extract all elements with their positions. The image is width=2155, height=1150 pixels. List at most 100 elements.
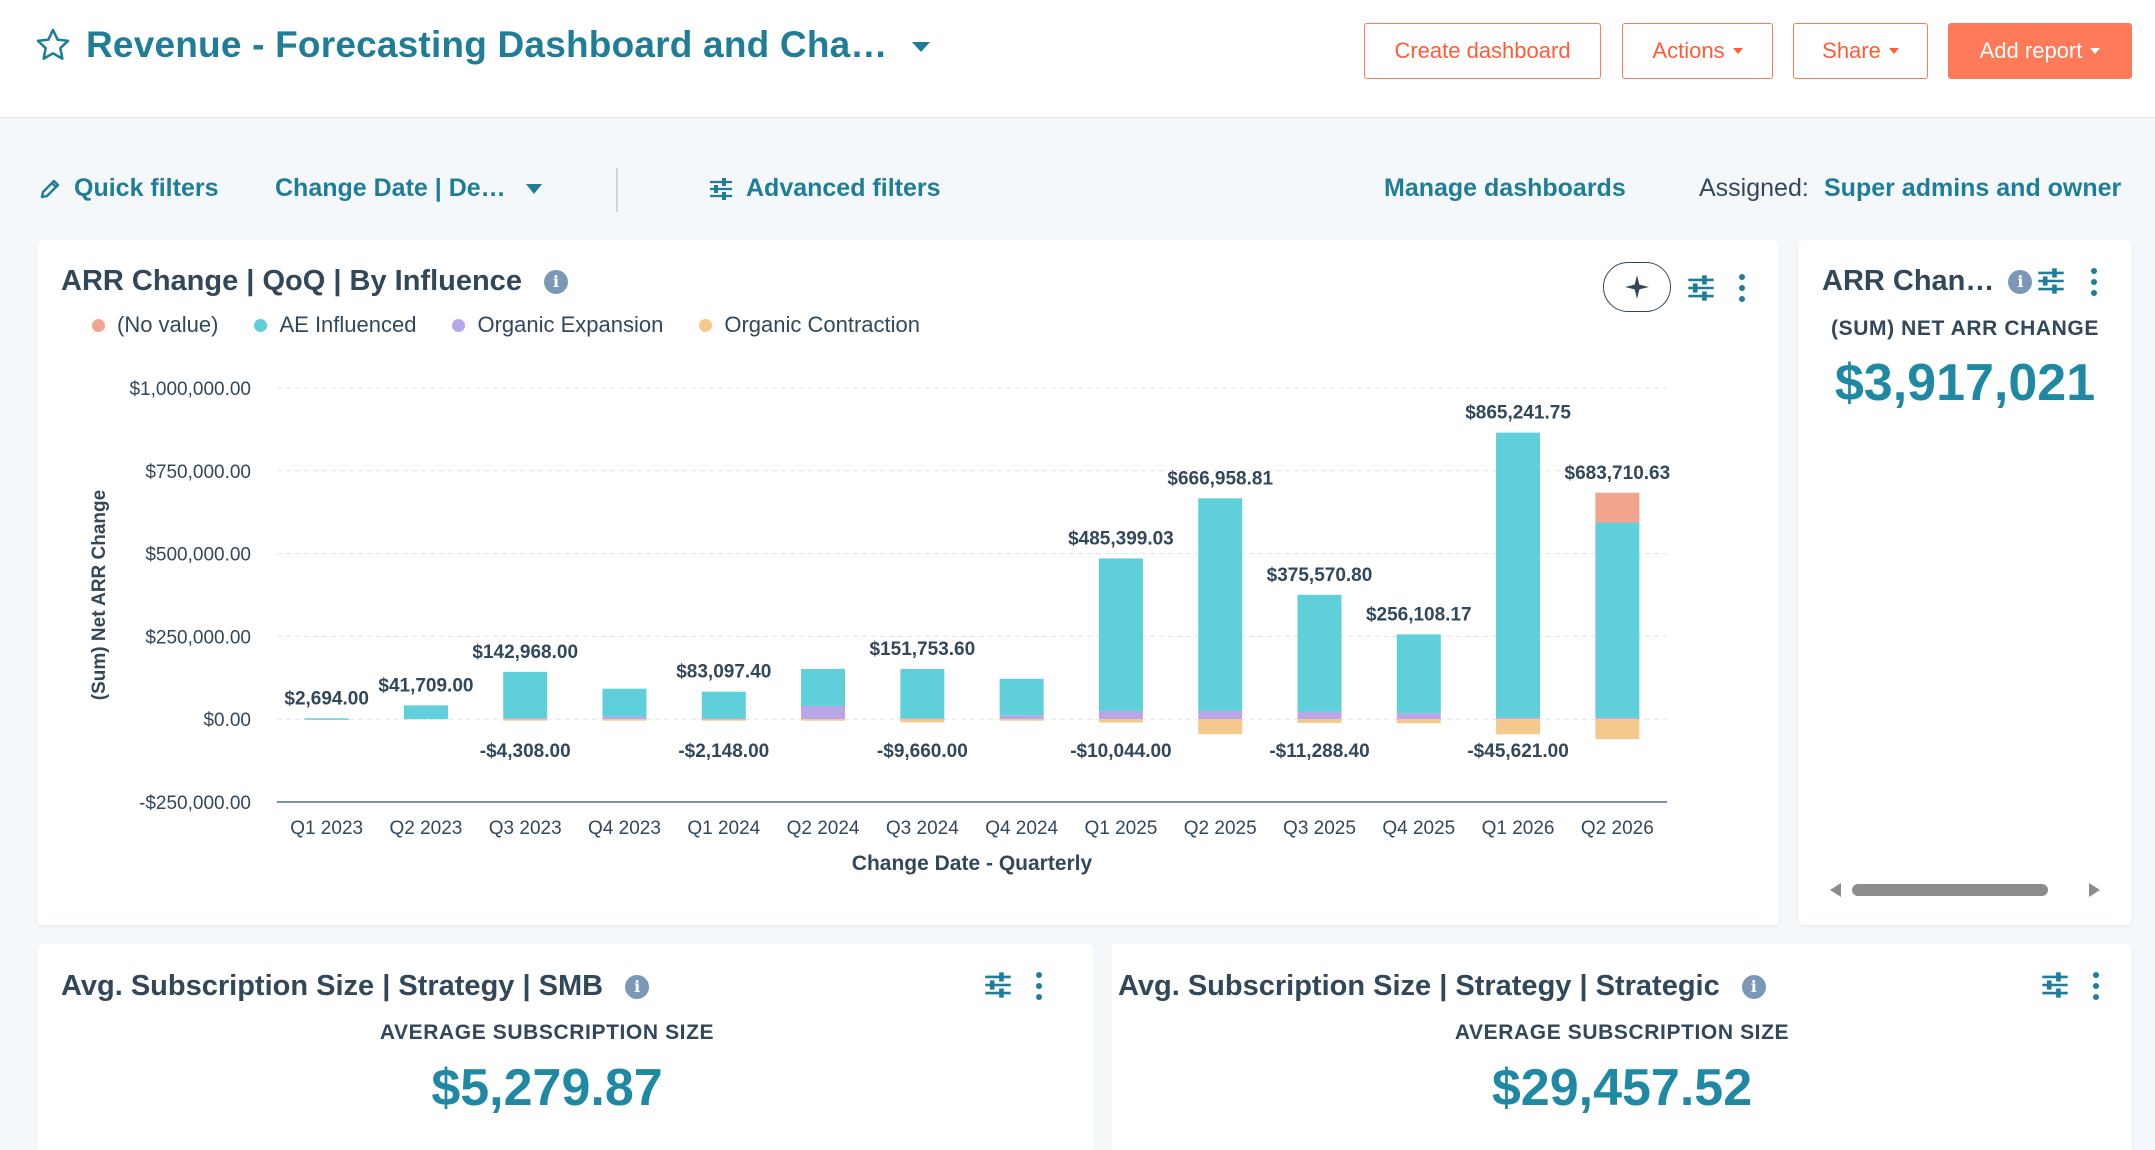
bar-segment	[1098, 710, 1143, 720]
report-filters-icon[interactable]	[983, 970, 1013, 1000]
bar-segment	[701, 691, 746, 719]
bar-total-label: $485,399.03	[1068, 528, 1174, 549]
bar-total-label: $683,710.63	[1565, 463, 1671, 484]
bar-segment	[403, 705, 448, 720]
strategic-report-title-text: Avg. Subscription Size | Strategy | Stra…	[1118, 970, 1720, 1002]
manage-dashboards-link[interactable]: Manage dashboards	[1384, 174, 1626, 203]
legend-swatch	[452, 318, 466, 332]
bar-negative-label: -$9,660.00	[877, 741, 968, 762]
smb-report-title: Avg. Subscription Size | Strategy | SMB …	[61, 970, 650, 1003]
manage-dashboards-label: Manage dashboards	[1384, 174, 1626, 202]
kpi-metric-value: $3,917,021	[1834, 354, 2096, 412]
strategic-report-title: Avg. Subscription Size | Strategy | Stra…	[1118, 970, 1766, 1003]
bar-total-label: $151,753.60	[870, 639, 976, 660]
bar-segment	[1396, 634, 1441, 714]
sliders-icon	[710, 177, 732, 200]
bar-negative-label: -$45,621.00	[1467, 741, 1568, 762]
change-date-filter-label: Change Date | De…	[275, 174, 506, 202]
bar-segment	[1297, 711, 1342, 720]
report-more-actions-icon[interactable]	[2089, 265, 2099, 299]
chart-legend: (No value) AE Influenced Organic Expansi…	[92, 312, 920, 338]
strategic-subscription-card	[1094, 944, 2132, 1150]
y-tick-label: $1,000,000.00	[129, 379, 251, 400]
bar-segment	[900, 718, 945, 720]
bar-segment	[1595, 522, 1640, 718]
scroll-right-arrow-icon[interactable]	[2089, 883, 2100, 897]
smb-report-title-text: Avg. Subscription Size | Strategy | SMB	[61, 970, 604, 1002]
x-tick-label: Q2 2024	[787, 818, 860, 839]
bar-negative-label: -$4,308.00	[480, 741, 571, 762]
caret-down-icon	[2090, 48, 2101, 54]
create-dashboard-button[interactable]: Create dashboard	[1364, 23, 1601, 79]
arr-change-report-title-text: ARR Change | QoQ | By Influence	[61, 265, 522, 297]
smb-metric-value: $5,279.87	[431, 1059, 663, 1117]
horizontal-scrollbar[interactable]	[1830, 880, 2100, 900]
bar-segment	[999, 678, 1044, 716]
add-report-label: Add report	[1979, 38, 2083, 63]
create-dashboard-label: Create dashboard	[1394, 38, 1571, 63]
report-more-actions-icon[interactable]	[2091, 969, 2101, 1003]
favorite-star-icon[interactable]	[34, 26, 72, 64]
bar-segment	[900, 668, 945, 719]
bar-segment	[503, 719, 548, 721]
actions-button[interactable]: Actions	[1622, 23, 1773, 79]
assigned-value-link[interactable]: Super admins and owner	[1824, 174, 2121, 203]
info-icon[interactable]: i	[2008, 270, 2033, 295]
x-axis-title: Change Date - Quarterly	[852, 852, 1093, 875]
report-filters-icon[interactable]	[1686, 273, 1716, 303]
legend-item-no-value[interactable]: (No value)	[92, 312, 218, 338]
report-more-actions-icon[interactable]	[1737, 271, 1747, 305]
bar-segment	[503, 718, 548, 720]
change-date-filter-dropdown[interactable]: Change Date | De…	[275, 174, 542, 203]
legend-swatch	[699, 318, 713, 332]
advanced-filters-button[interactable]: Advanced filters	[708, 174, 941, 203]
y-tick-label: $500,000.00	[145, 545, 251, 566]
top-bar: Revenue - Forecasting Dashboard and Cha……	[0, 0, 2155, 118]
bar-segment	[1595, 719, 1640, 740]
assigned-value: Super admins and owner	[1824, 174, 2122, 202]
report-more-actions-icon[interactable]	[1034, 969, 1044, 1003]
x-tick-label: Q1 2025	[1084, 818, 1157, 839]
report-filters-icon[interactable]	[2040, 970, 2070, 1000]
arr-change-bar-chart: -$250,000.00 $0.00 $250,000.00 $500,000.00 $…	[89, 379, 1671, 875]
bar-total-label: $83,097.40	[676, 662, 771, 683]
info-icon[interactable]: i	[544, 270, 569, 295]
legend-item-ae-influenced[interactable]: AE Influenced	[254, 312, 416, 338]
share-label: Share	[1822, 38, 1881, 63]
x-tick-label: Q3 2023	[489, 818, 562, 839]
advanced-filters-label: Advanced filters	[746, 174, 941, 202]
legend-label: (No value)	[117, 312, 219, 337]
bar-total-label: $865,241.75	[1465, 403, 1571, 424]
bar-total-label: $142,968.00	[472, 642, 578, 663]
bar-total-label: $256,108.17	[1366, 604, 1472, 625]
legend-item-organic-contraction[interactable]: Organic Contraction	[699, 312, 920, 338]
x-tick-label: Q1 2026	[1482, 818, 1555, 839]
smb-subscription-card	[37, 944, 1094, 1150]
x-tick-label: Q3 2025	[1283, 818, 1356, 839]
arr-change-report-title: ARR Change | QoQ | By Influence i	[61, 265, 569, 298]
report-filters-icon[interactable]	[2036, 266, 2066, 296]
bar-segment	[701, 719, 746, 721]
info-icon[interactable]: i	[1741, 975, 1766, 1000]
bar-segment	[801, 719, 846, 721]
smb-metric-label: AVERAGE SUBSCRIPTION SIZE	[379, 1021, 715, 1044]
arr-change-kpi-title: ARR Chan… i	[1822, 265, 2033, 298]
caret-down-icon	[525, 183, 542, 194]
bar-negative-label: -$10,044.00	[1070, 741, 1171, 762]
bar-segment	[503, 671, 548, 719]
scroll-left-arrow-icon[interactable]	[1830, 883, 1841, 897]
ai-insights-button[interactable]	[1603, 262, 1671, 312]
info-icon[interactable]: i	[625, 975, 650, 1000]
legend-swatch	[92, 318, 105, 332]
add-report-button[interactable]: Add report	[1948, 23, 2132, 79]
share-button[interactable]: Share	[1793, 23, 1928, 79]
title-area: Revenue - Forecasting Dashboard and Cha…	[34, 24, 930, 66]
bar-segment	[1297, 719, 1342, 723]
legend-item-organic-expansion[interactable]: Organic Expansion	[452, 312, 663, 338]
bar-segment	[1396, 719, 1441, 724]
scroll-thumb[interactable]	[1852, 884, 2048, 896]
bar-segment	[1198, 719, 1243, 735]
dashboard-switcher-caret-icon[interactable]	[911, 42, 930, 52]
quick-filters-button[interactable]: Quick filters	[38, 174, 219, 203]
y-tick-label: $0.00	[203, 710, 251, 731]
